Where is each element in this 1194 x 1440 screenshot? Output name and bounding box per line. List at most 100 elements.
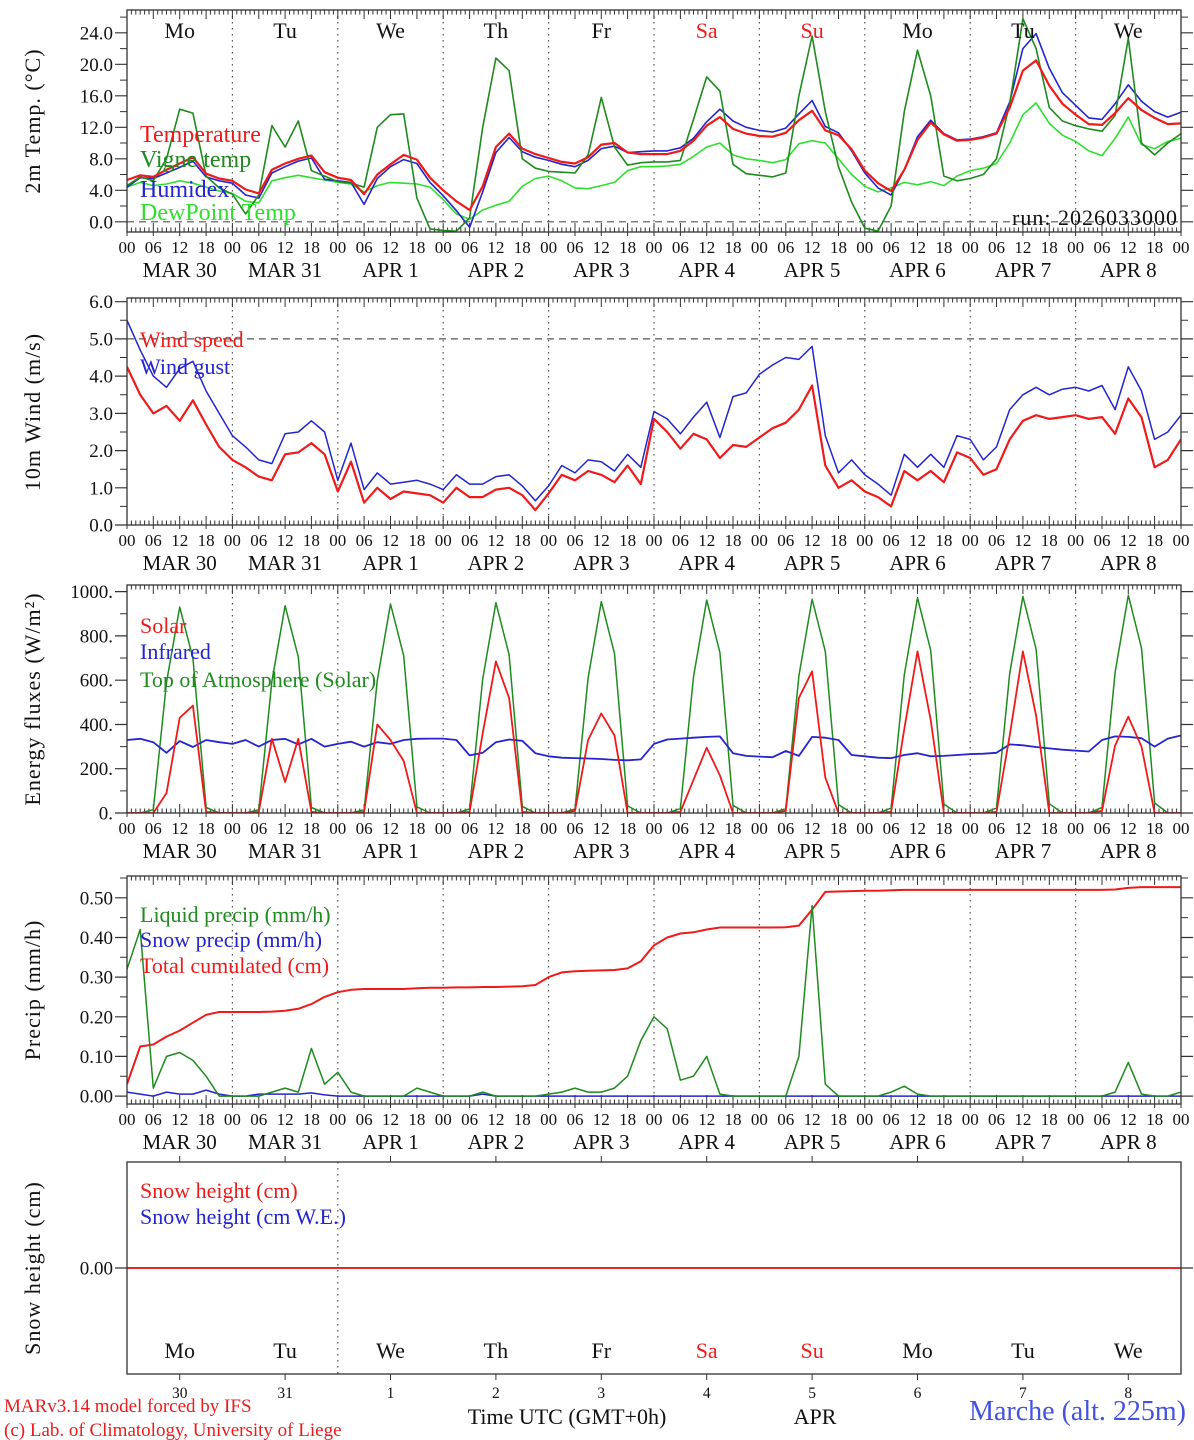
series-liquid-precip-mm-h- <box>127 904 1181 1097</box>
date-label: APR 2 <box>468 839 525 863</box>
panel-frame <box>126 9 1182 233</box>
time-tick-label: 00 <box>962 1110 979 1129</box>
date-label: APR 4 <box>678 551 735 575</box>
date-label: MAR 31 <box>248 258 322 282</box>
panel-frame <box>126 584 1182 814</box>
legend-item: Humidex <box>140 177 229 203</box>
y-tick-label: 4.0 <box>89 367 113 388</box>
time-tick-label: 12 <box>171 1110 188 1129</box>
time-tick-label: 00 <box>119 819 136 838</box>
time-tick-label: 06 <box>461 238 478 257</box>
time-tick-label: 00 <box>329 819 346 838</box>
time-tick-label: 18 <box>935 819 952 838</box>
series-temperature <box>127 59 1181 212</box>
time-tick-label: 12 <box>487 238 504 257</box>
time-tick-label: 18 <box>1041 531 1058 550</box>
day-name-label: We <box>1114 18 1143 43</box>
time-tick-label: 06 <box>1094 1110 1111 1129</box>
y-tick-label: 5.0 <box>89 329 113 350</box>
month-label: APR <box>793 1404 837 1429</box>
day-number-label: 31 <box>277 1385 293 1402</box>
time-tick-label: 12 <box>382 238 399 257</box>
time-tick-label: 12 <box>1120 238 1137 257</box>
day-number-label: 30 <box>172 1385 188 1402</box>
y-tick-label: 0.00 <box>80 1259 113 1280</box>
time-tick-label: 00 <box>435 819 452 838</box>
date-label: APR 4 <box>678 258 735 282</box>
day-name-label: Tu <box>273 18 297 43</box>
time-tick-label: 00 <box>856 819 873 838</box>
time-tick-label: 18 <box>619 238 636 257</box>
time-tick-label: 00 <box>856 1110 873 1129</box>
time-tick-label: 12 <box>171 238 188 257</box>
date-label: APR 2 <box>468 258 525 282</box>
time-tick-label: 06 <box>777 1110 794 1129</box>
run-timestamp-label: run: 2026033000 <box>1012 205 1178 230</box>
time-tick-label: 00 <box>540 819 557 838</box>
time-tick-label: 18 <box>1041 819 1058 838</box>
time-tick-label: 00 <box>1173 531 1190 550</box>
time-tick-label: 06 <box>777 819 794 838</box>
day-name-label: We <box>376 1338 405 1363</box>
time-tick-label: 18 <box>619 1110 636 1129</box>
time-tick-label: 12 <box>1120 531 1137 550</box>
day-name-label: Th <box>484 1338 508 1363</box>
date-label: APR 1 <box>362 551 419 575</box>
y-tick-label: 0.0 <box>89 516 113 537</box>
time-tick-label: 12 <box>698 1110 715 1129</box>
day-number-label: 2 <box>492 1385 500 1402</box>
time-tick-label: 06 <box>883 238 900 257</box>
time-tick-label: 06 <box>883 819 900 838</box>
time-tick-label: 00 <box>1173 238 1190 257</box>
time-tick-label: 00 <box>856 238 873 257</box>
date-label: APR 1 <box>362 839 419 863</box>
time-tick-label: 18 <box>198 1110 215 1129</box>
y-tick-label: 0.30 <box>80 968 113 989</box>
legend-item: Top of Atmosphere (Solar) <box>140 667 376 692</box>
time-tick-label: 18 <box>619 531 636 550</box>
y-tick-label: 8.0 <box>89 149 113 170</box>
y-tick-label: 6.0 <box>89 292 113 313</box>
time-tick-label: 06 <box>1094 531 1111 550</box>
legend-item: Snow height (cm) <box>140 1178 298 1203</box>
time-tick-label: 06 <box>567 819 584 838</box>
time-tick-label: 00 <box>1173 1110 1190 1129</box>
day-name-label: Mo <box>164 18 195 43</box>
time-tick-label: 00 <box>856 531 873 550</box>
time-tick-label: 18 <box>935 238 952 257</box>
y-tick-label: 600. <box>80 671 113 692</box>
date-label: APR 3 <box>573 1130 630 1154</box>
y-major-ticks <box>115 591 1193 814</box>
time-tick-label: 00 <box>751 1110 768 1129</box>
time-tick-label: 00 <box>962 819 979 838</box>
label-ticks <box>126 1104 1182 1108</box>
time-tick-label: 00 <box>962 238 979 257</box>
time-tick-label: 12 <box>804 819 821 838</box>
time-tick-label: 12 <box>804 1110 821 1129</box>
legend-item: Temperature <box>140 122 261 148</box>
day-number-label: 3 <box>597 1385 605 1402</box>
time-tick-label: 00 <box>1067 819 1084 838</box>
time-tick-label: 06 <box>145 1110 162 1129</box>
date-label: APR 2 <box>468 551 525 575</box>
time-tick-label: 06 <box>988 238 1005 257</box>
time-tick-label: 00 <box>751 531 768 550</box>
day-name-label: Tu <box>273 1338 297 1363</box>
y-tick-label: 12.0 <box>80 118 113 139</box>
time-tick-label: 12 <box>1014 531 1031 550</box>
time-tick-label: 00 <box>435 1110 452 1129</box>
time-tick-label: 06 <box>883 1110 900 1129</box>
time-tick-label: 06 <box>567 1110 584 1129</box>
y-minor-ticks <box>120 319 1188 507</box>
time-tick-label: 18 <box>619 819 636 838</box>
time-tick-label: 18 <box>935 1110 952 1129</box>
day-number-label: 6 <box>914 1385 922 1402</box>
hour-ticks <box>126 10 1182 232</box>
time-tick-label: 18 <box>1146 1110 1163 1129</box>
time-tick-label: 18 <box>514 819 531 838</box>
time-tick-label: 18 <box>725 531 742 550</box>
time-tick-label: 06 <box>250 1110 267 1129</box>
time-tick-label: 00 <box>962 531 979 550</box>
date-label: APR 8 <box>1100 551 1157 575</box>
day-name-label: Tu <box>1011 1338 1035 1363</box>
